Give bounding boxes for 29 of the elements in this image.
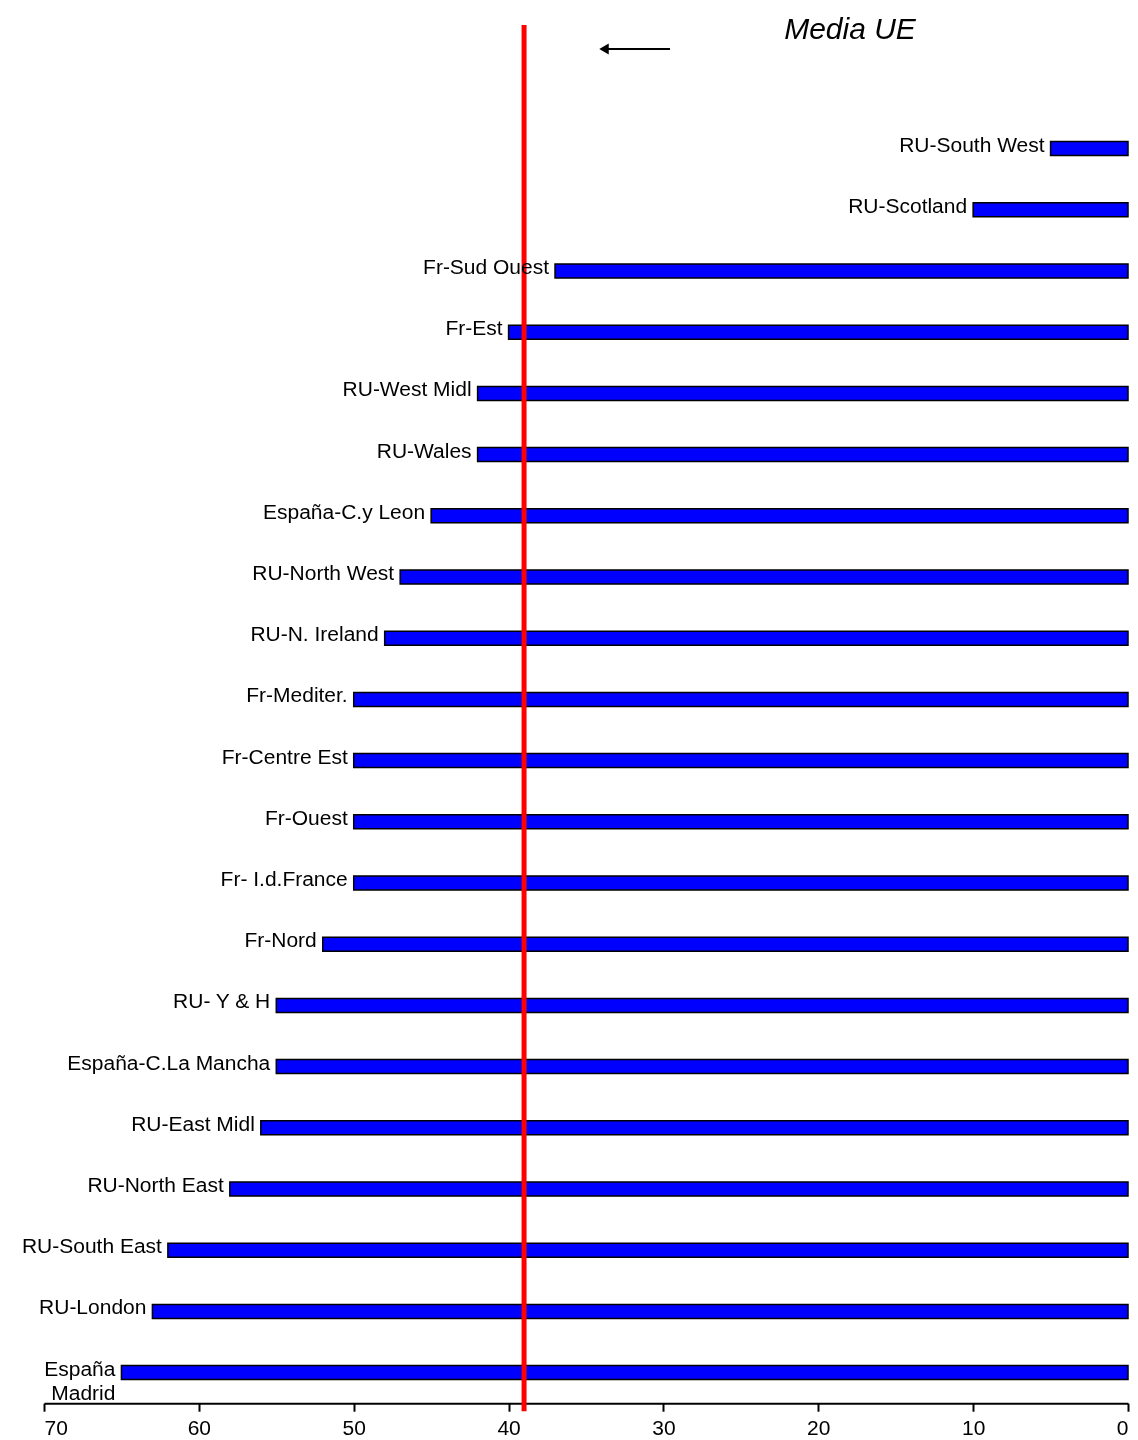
y-tick-label: RU-North East <box>87 1172 224 1196</box>
y-tick-label: RU-N. Ireland <box>250 622 379 646</box>
y-tick-label: RU-West Midl <box>342 377 472 401</box>
y-tick-label: RU- Y & H <box>173 989 271 1013</box>
x-tick-label: 0 <box>1116 1415 1129 1439</box>
y-tick-label: Fr-Ouest <box>264 805 348 829</box>
y-tick-label: RU-Scotland <box>848 193 968 217</box>
y-tick-label: RU-Wales <box>376 438 472 462</box>
y-tick-label: España-C.y Leon <box>262 499 426 523</box>
y-tick-label: España-C.La Mancha <box>67 1050 271 1074</box>
x-tick-label: 10 <box>961 1415 986 1439</box>
y-tick-label: Fr-Mediter. <box>246 683 348 707</box>
x-tick-label: 40 <box>497 1415 521 1439</box>
x-tick-label: 50 <box>342 1415 366 1439</box>
y-tick-label: RU-North West <box>252 561 395 584</box>
y-tick-label: RU-East Midl <box>131 1111 255 1135</box>
y-tick-label: España Madrid <box>44 1356 116 1404</box>
y-tick-label: Fr-Nord <box>244 928 317 952</box>
y-tick-label: Fr- I.d.France <box>220 866 348 890</box>
y-tick-label: Fr-Centre Est <box>221 744 348 768</box>
x-tick-label: 30 <box>652 1415 676 1439</box>
text: Media UE <box>784 12 917 45</box>
x-tick-label: 70 <box>44 1415 68 1439</box>
y-tick-label: RU-South East <box>21 1234 163 1258</box>
y-tick-label: Fr-Est <box>445 316 503 340</box>
x-tick-label: 60 <box>187 1415 212 1439</box>
y-tick-label: RU-South West <box>899 132 1045 156</box>
x-tick-label: 20 <box>807 1415 831 1439</box>
y-tick-label: RU-London <box>39 1295 147 1319</box>
